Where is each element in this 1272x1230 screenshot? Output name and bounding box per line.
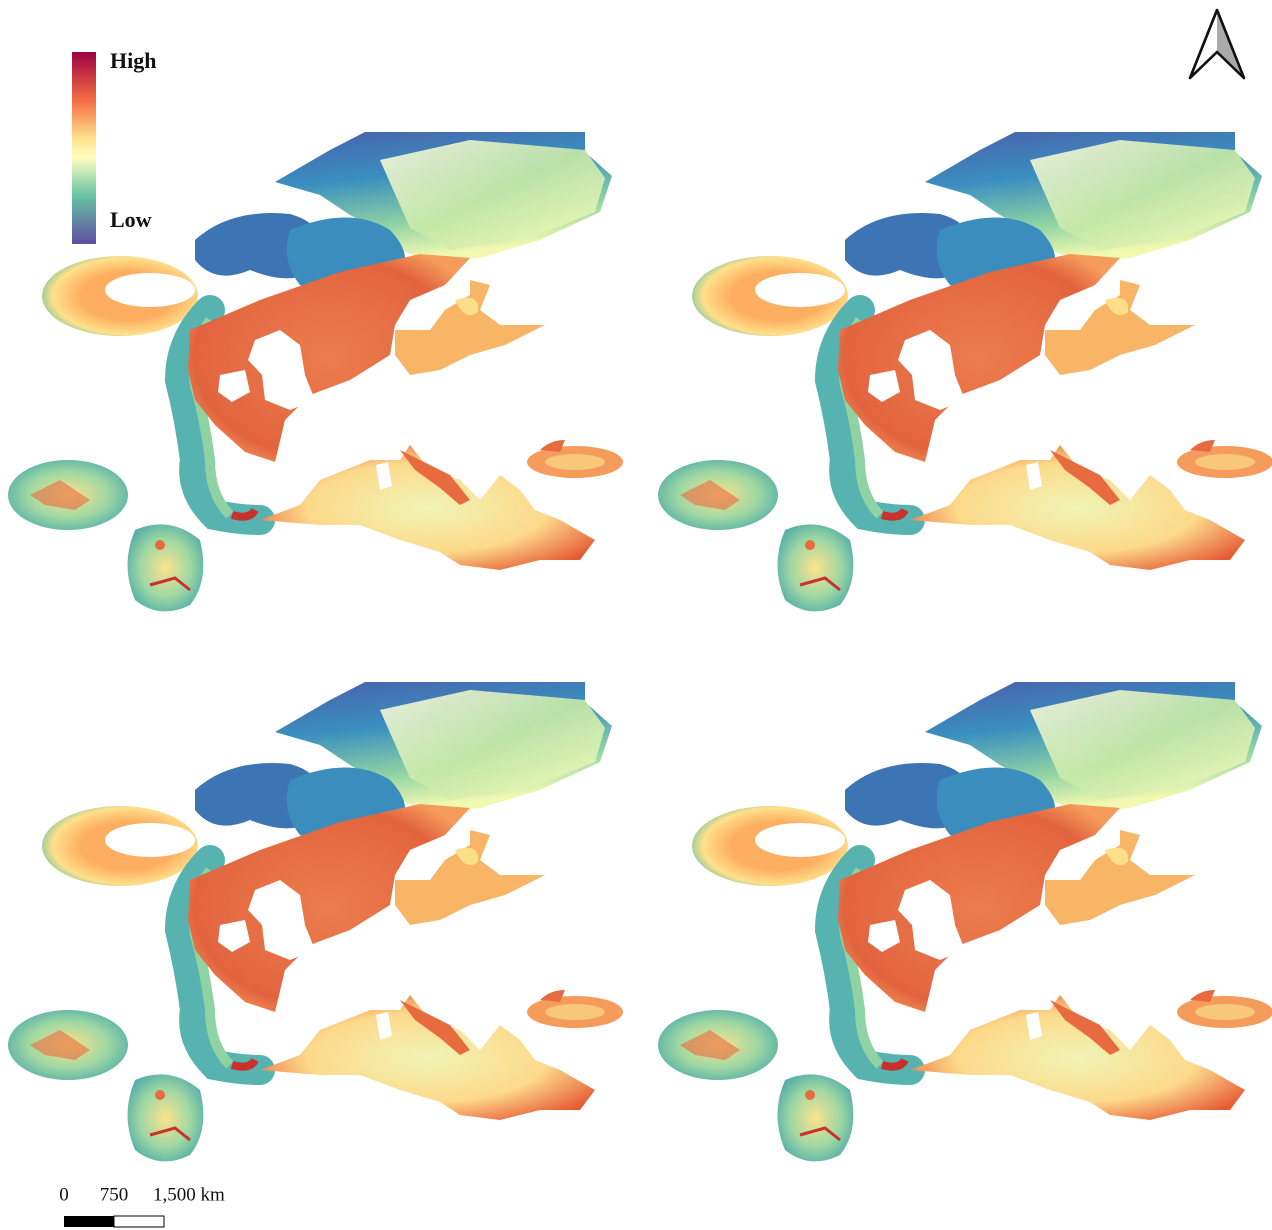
scale-label-0: 0 <box>59 1184 69 1205</box>
legend-high: High <box>110 48 156 73</box>
legend-colorbar <box>72 52 96 244</box>
map-panel-top-right <box>658 132 1272 611</box>
map-panel-bottom-right <box>658 682 1272 1161</box>
scale-label-1: 750 <box>100 1184 129 1205</box>
scale-label-2: 1,500 km <box>153 1184 225 1205</box>
legend-low: Low <box>110 207 152 232</box>
map-panel-top-left <box>8 132 623 611</box>
north-arrow <box>1188 8 1246 80</box>
map-panel-bottom-left <box>8 682 623 1161</box>
scale-bar <box>64 1215 165 1228</box>
